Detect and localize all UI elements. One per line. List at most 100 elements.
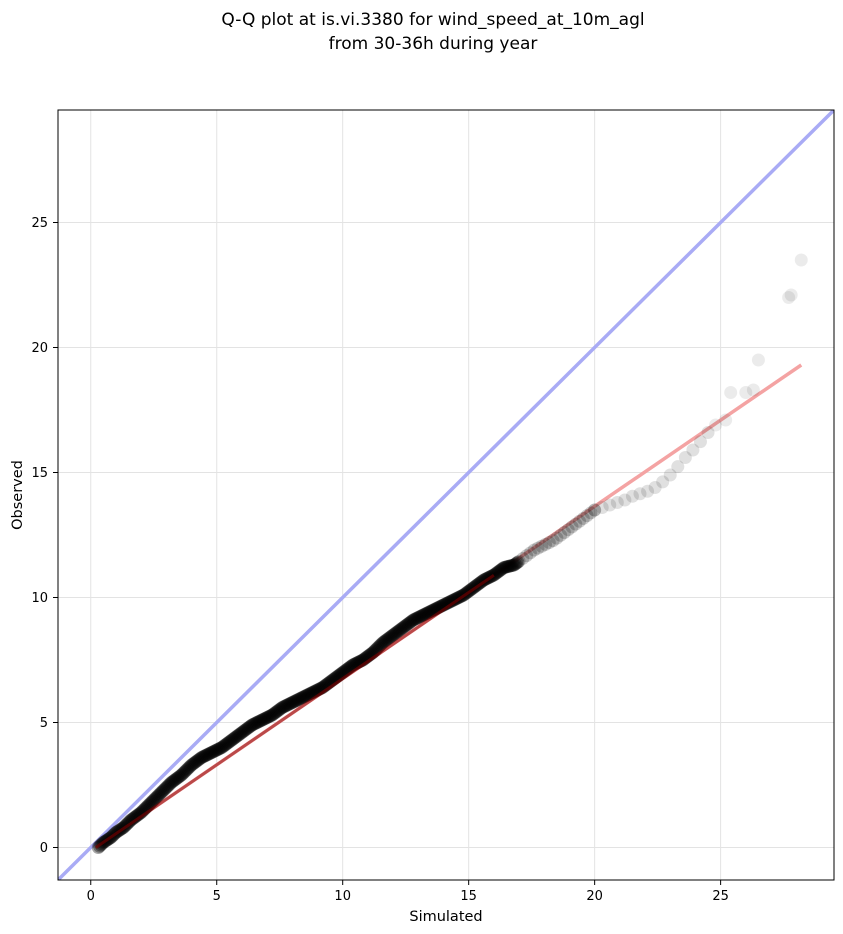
qq-point bbox=[230, 729, 244, 743]
qq-point bbox=[171, 771, 185, 785]
qq-point bbox=[395, 621, 409, 635]
qq-point bbox=[149, 791, 163, 804]
qq-point bbox=[164, 776, 178, 789]
qq-point bbox=[751, 353, 765, 367]
qq-point bbox=[297, 690, 311, 704]
qq-point bbox=[565, 520, 579, 534]
qq-point bbox=[295, 691, 309, 704]
qq-point bbox=[159, 781, 173, 794]
qq-point bbox=[520, 549, 534, 563]
qq-point bbox=[392, 623, 406, 637]
qq-point bbox=[496, 561, 510, 575]
qq-point bbox=[512, 554, 526, 568]
qq-point bbox=[224, 734, 238, 748]
qq-point bbox=[510, 556, 524, 570]
qq-point bbox=[188, 755, 202, 769]
qq-point bbox=[220, 737, 234, 751]
qq-point bbox=[273, 702, 287, 716]
qq-point bbox=[573, 514, 587, 528]
qq-point bbox=[384, 630, 398, 644]
qq-point bbox=[671, 460, 685, 474]
qq-point bbox=[389, 626, 403, 640]
y-axis-label: Observed bbox=[10, 460, 26, 530]
qq-point bbox=[248, 717, 262, 731]
qq-point bbox=[246, 717, 260, 731]
qq-point bbox=[215, 741, 229, 754]
qq-point bbox=[254, 714, 268, 728]
qq-point bbox=[284, 696, 298, 710]
qq-point bbox=[499, 560, 513, 574]
qq-point bbox=[173, 769, 187, 783]
qq-point bbox=[237, 724, 251, 738]
qq-point bbox=[174, 768, 188, 782]
qq-point bbox=[158, 782, 172, 796]
qq-point bbox=[391, 624, 405, 638]
qq-point bbox=[542, 536, 556, 549]
qq-point bbox=[212, 742, 226, 756]
qq-point bbox=[381, 632, 395, 646]
qq-point bbox=[285, 696, 299, 709]
qq-point bbox=[648, 481, 662, 494]
qq-point bbox=[535, 539, 549, 553]
qq-point bbox=[183, 759, 197, 773]
qq-point bbox=[270, 704, 284, 718]
qq-point bbox=[185, 758, 199, 772]
qq-point bbox=[507, 558, 521, 572]
qq-point bbox=[205, 746, 219, 759]
qq-point bbox=[193, 751, 207, 765]
qq-point bbox=[195, 751, 209, 764]
qq-point bbox=[492, 564, 506, 578]
qq-point bbox=[123, 814, 137, 828]
qq-point bbox=[379, 634, 393, 648]
y-tick-label: 5 bbox=[40, 716, 48, 731]
x-tick-label: 0 bbox=[87, 889, 95, 904]
qq-point bbox=[279, 699, 293, 713]
qq-point bbox=[245, 718, 259, 732]
qq-point bbox=[641, 484, 655, 498]
qq-point bbox=[531, 541, 545, 555]
chart-title-line2: from 30-36h during year bbox=[329, 34, 538, 54]
grid-lines bbox=[58, 110, 834, 880]
qq-point bbox=[200, 748, 214, 762]
qq-point bbox=[289, 694, 303, 708]
qq-point bbox=[554, 528, 568, 542]
qq-point bbox=[414, 609, 428, 623]
qq-point bbox=[167, 774, 181, 788]
qq-point bbox=[561, 523, 575, 537]
qq-point bbox=[503, 559, 517, 573]
qq-point bbox=[242, 720, 256, 734]
qq-point bbox=[216, 740, 230, 754]
qq-point bbox=[176, 767, 190, 781]
qq-point bbox=[491, 565, 505, 579]
qq-point bbox=[557, 526, 571, 539]
qq-point bbox=[421, 606, 435, 619]
qq-point bbox=[603, 498, 617, 512]
qq-point bbox=[405, 614, 419, 628]
qq-point bbox=[709, 418, 723, 432]
qq-point bbox=[169, 772, 183, 786]
qq-point bbox=[153, 787, 167, 801]
qq-point bbox=[400, 618, 414, 632]
qq-point bbox=[255, 713, 269, 727]
qq-point bbox=[746, 383, 760, 397]
qq-point bbox=[527, 543, 541, 557]
qq-point bbox=[261, 710, 275, 724]
qq-point bbox=[154, 786, 168, 799]
qq-point bbox=[406, 613, 420, 627]
y-tick-label: 15 bbox=[31, 466, 48, 481]
qq-point bbox=[550, 531, 564, 545]
qq-point bbox=[256, 712, 270, 726]
qq-point bbox=[278, 699, 292, 713]
qq-point bbox=[287, 695, 301, 709]
qq-point bbox=[191, 753, 205, 767]
y-tick-label: 25 bbox=[31, 216, 48, 231]
qq-point bbox=[276, 700, 290, 714]
qq-point bbox=[693, 435, 707, 449]
qq-point bbox=[280, 698, 294, 712]
qq-point bbox=[299, 689, 313, 703]
qq-point bbox=[210, 743, 224, 757]
qq-point bbox=[505, 559, 519, 573]
qq-point bbox=[595, 501, 609, 514]
qq-point bbox=[656, 475, 670, 489]
qq-point bbox=[198, 749, 212, 763]
